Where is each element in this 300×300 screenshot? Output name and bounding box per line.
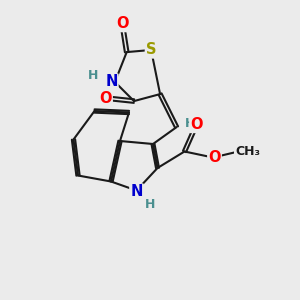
Text: N: N: [105, 74, 118, 89]
Text: CH₃: CH₃: [235, 145, 260, 158]
Text: O: O: [99, 91, 112, 106]
Text: O: O: [116, 16, 128, 31]
Text: S: S: [146, 43, 156, 58]
Text: O: O: [208, 150, 221, 165]
Text: H: H: [185, 117, 195, 130]
Text: H: H: [88, 69, 98, 82]
Text: O: O: [190, 117, 203, 132]
Text: H: H: [145, 197, 155, 211]
Text: N: N: [130, 184, 143, 200]
